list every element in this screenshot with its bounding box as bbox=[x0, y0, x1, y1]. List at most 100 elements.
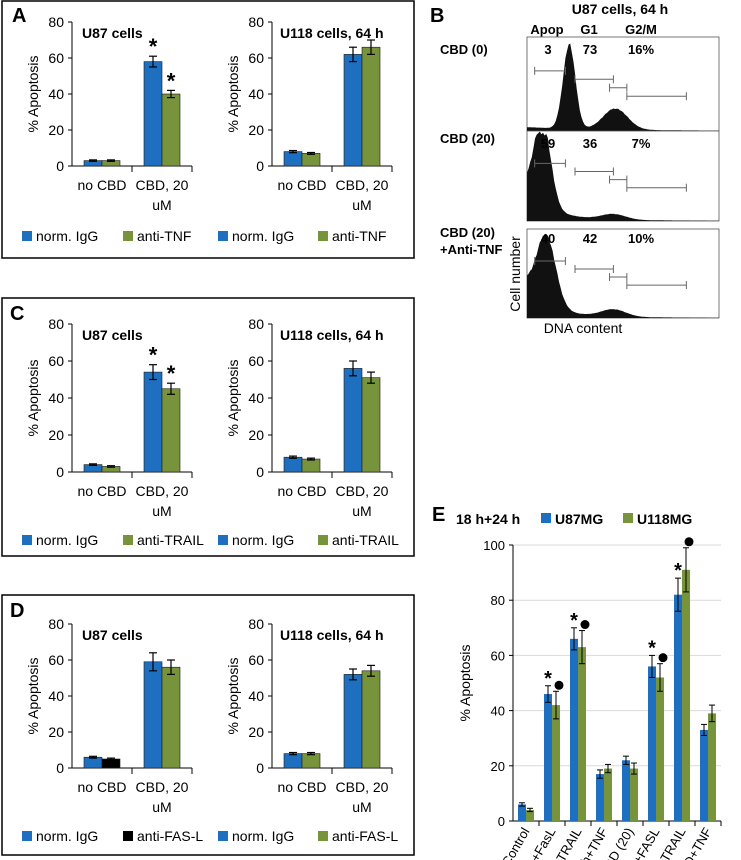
panel-b-label: B bbox=[430, 5, 444, 27]
panel-d-right-chart: 0 20 40 60 80 % Apoptosis U118 cells, 64 h no C… bbox=[225, 616, 393, 815]
x-tick-label: no CBD bbox=[77, 177, 126, 193]
x-tick-label: CBD, 20 bbox=[136, 177, 189, 193]
bar bbox=[343, 54, 363, 167]
y-tick-label: 60 bbox=[248, 353, 264, 369]
panel-e-chart: 0 20 40 60 80 100 % Apoptosis 18 h+24 h U87MG U11… bbox=[456, 511, 722, 860]
panel-c-left-chart: 0 20 40 60 80 % Apoptosis U87 cells * * no CBD CBD… bbox=[25, 316, 193, 519]
panel-d-frame bbox=[1, 594, 415, 856]
bar bbox=[283, 151, 303, 167]
histogram-x-label: DNA content bbox=[544, 320, 623, 336]
panel-c-frame bbox=[1, 297, 415, 557]
chart-title: U87 cells bbox=[82, 327, 143, 343]
y-tick-label: 80 bbox=[248, 616, 264, 632]
y-tick-label: 40 bbox=[48, 86, 64, 102]
y-tick-label: 40 bbox=[248, 390, 264, 406]
legend-swatch bbox=[123, 831, 133, 841]
legend-swatch bbox=[22, 231, 32, 241]
histogram-row-label: CBD (0) bbox=[440, 42, 488, 57]
bar bbox=[622, 760, 630, 821]
legend-swatch bbox=[318, 535, 328, 545]
panel-a-right-chart: 0 20 40 60 80 % Apoptosis U118 cells, 64 h no C… bbox=[225, 14, 393, 213]
legend-swatch bbox=[218, 535, 228, 545]
bar bbox=[143, 661, 163, 769]
legend-label: anti-TNF bbox=[137, 228, 191, 244]
panel-c-label: C bbox=[10, 303, 24, 325]
y-tick-label: 20 bbox=[48, 724, 64, 740]
chart-title: U118 cells, 64 h bbox=[280, 327, 384, 343]
bar bbox=[343, 674, 363, 769]
x-tick-label: CBD, 20 bbox=[336, 779, 389, 795]
legend-label: U118MG bbox=[637, 511, 692, 527]
y-tick-label: 20 bbox=[48, 427, 64, 443]
bar bbox=[544, 694, 552, 821]
legend-swatch bbox=[318, 831, 328, 841]
legend-label: anti-FAS-L bbox=[137, 828, 203, 844]
x-tick-label: uM bbox=[152, 503, 171, 519]
bar bbox=[578, 647, 586, 821]
y-tick-label: 40 bbox=[491, 704, 505, 719]
panel-a-label: A bbox=[12, 5, 26, 27]
y-tick-label: 0 bbox=[256, 464, 264, 480]
y-tick-label: 20 bbox=[248, 122, 264, 138]
x-tick-label: uM bbox=[352, 197, 371, 213]
histogram-row-label: CBD (20) bbox=[440, 131, 495, 146]
significance-star: * bbox=[674, 560, 682, 582]
y-axis-label: % Apoptosis bbox=[25, 359, 41, 436]
bar bbox=[283, 456, 303, 473]
histogram-row-label: CBD (20) bbox=[440, 225, 495, 240]
significance-star: * bbox=[544, 668, 552, 690]
bar bbox=[301, 153, 321, 167]
y-tick-label: 0 bbox=[256, 158, 264, 174]
bar bbox=[570, 638, 578, 821]
histogram-value: 3 bbox=[544, 42, 551, 57]
y-tick-label: 80 bbox=[491, 593, 505, 608]
histogram-value: 59 bbox=[541, 136, 555, 151]
y-tick-label: 0 bbox=[256, 760, 264, 776]
chart-title: U118 cells, 64 h bbox=[280, 627, 384, 643]
bar bbox=[343, 368, 363, 473]
histogram-value: 36 bbox=[583, 136, 597, 151]
x-tick-label: CBD, 20 bbox=[136, 779, 189, 795]
panel-e-label: E bbox=[432, 504, 445, 526]
bar bbox=[361, 670, 381, 769]
y-axis-label: % Apoptosis bbox=[25, 657, 41, 734]
x-tick-label: no CBD bbox=[77, 483, 126, 499]
histogram-value: 73 bbox=[583, 42, 597, 57]
legend-label: anti-TRAIL bbox=[137, 532, 204, 548]
legend-label: U87MG bbox=[555, 511, 603, 527]
histogram-value: 42 bbox=[583, 231, 597, 246]
y-axis-label: % Apoptosis bbox=[225, 55, 241, 132]
y-tick-label: 100 bbox=[483, 538, 505, 553]
histogram-y-label: Cell number bbox=[507, 236, 523, 312]
y-tick-label: 80 bbox=[48, 616, 64, 632]
significance-star: * bbox=[149, 34, 158, 59]
y-tick-label: 60 bbox=[48, 652, 64, 668]
x-tick-label: uM bbox=[352, 503, 371, 519]
legend-label: norm. IgG bbox=[36, 228, 98, 244]
panel-d-label: D bbox=[10, 600, 24, 622]
y-axis-label: % Apoptosis bbox=[25, 55, 41, 132]
panel-b-histograms: U87 cells, 64 h Apop G1 G2/M 3 73 16% CBD (0) 59… bbox=[440, 1, 720, 336]
y-tick-label: 60 bbox=[491, 648, 505, 663]
x-tick-label: uM bbox=[352, 799, 371, 815]
panel-a-frame bbox=[1, 0, 415, 259]
x-tick-label: no CBD bbox=[277, 177, 326, 193]
histogram-value: 7% bbox=[632, 136, 651, 151]
y-tick-label: 60 bbox=[48, 50, 64, 66]
y-tick-label: 0 bbox=[56, 158, 64, 174]
bar bbox=[708, 713, 716, 821]
significance-star: * bbox=[570, 610, 578, 632]
panel-c-legend: norm. IgG anti-TRAIL norm. IgG anti-TRAIL bbox=[22, 532, 399, 548]
histogram-row-label: +Anti-TNF bbox=[440, 242, 503, 257]
bar bbox=[161, 388, 181, 473]
chart-title: U87 cells bbox=[82, 25, 143, 41]
y-tick-label: 20 bbox=[248, 724, 264, 740]
y-axis-label: % Apoptosis bbox=[225, 359, 241, 436]
bar bbox=[361, 377, 381, 473]
panel-a-legend: norm. IgG anti-TNF norm. IgG anti-TNF bbox=[22, 228, 386, 244]
bar bbox=[161, 93, 181, 167]
legend-swatch bbox=[22, 831, 32, 841]
bar bbox=[682, 569, 690, 821]
histogram-value: 16% bbox=[628, 42, 654, 57]
bar bbox=[361, 46, 381, 167]
